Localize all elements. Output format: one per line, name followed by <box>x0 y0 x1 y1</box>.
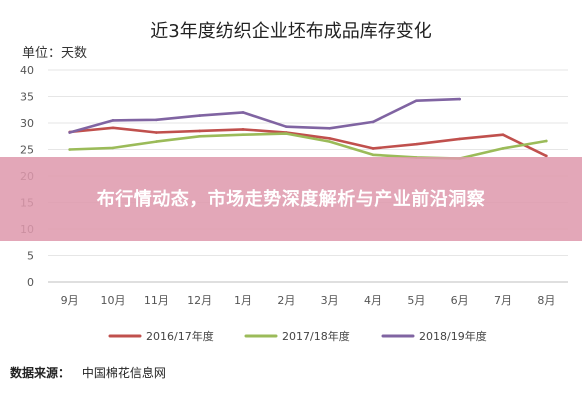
data-point <box>155 131 158 134</box>
headline-banner: 布行情动态，市场走势深度解析与产业前沿洞察 <box>0 157 582 241</box>
data-point <box>198 129 201 133</box>
data-point <box>415 99 418 103</box>
y-tick-label: 35 <box>20 91 34 104</box>
x-tick-label: 10月 <box>101 294 126 307</box>
chart-title: 近3年度纺织企业坯布成品库存变化 <box>150 21 431 42</box>
source-value: 中国棉花信息网 <box>82 365 166 380</box>
x-tick-label: 9月 <box>61 294 79 307</box>
data-point <box>285 125 288 129</box>
y-tick-label: 30 <box>20 117 34 130</box>
x-tick-label: 4月 <box>364 294 382 307</box>
data-point <box>415 142 418 146</box>
data-point <box>328 137 331 140</box>
x-tick-label: 3月 <box>321 294 339 307</box>
data-point <box>371 120 375 124</box>
data-point <box>198 134 201 138</box>
series-line-0 <box>68 126 548 158</box>
legend: 2016/17年度 2017/18年度 2018/19年度 <box>108 329 487 343</box>
unit-label: 单位：天数 <box>22 46 87 61</box>
x-tick-label: 8月 <box>537 294 555 307</box>
x-tick-label: 12月 <box>187 294 212 307</box>
x-tick-label: 5月 <box>407 294 425 307</box>
data-point <box>501 133 505 136</box>
data-point <box>111 146 115 150</box>
x-axis-ticks: 9月 10月 11月 12月 1月 2月 3月 4月 5月 6月 7月 8月 <box>61 294 556 307</box>
data-point <box>111 126 115 130</box>
x-tick-label: 1月 <box>234 294 252 307</box>
data-point <box>458 97 461 101</box>
y-tick-label: 40 <box>20 64 34 77</box>
data-point <box>155 118 158 122</box>
data-point <box>285 132 288 135</box>
x-tick-label: 11月 <box>144 294 169 307</box>
source-label: 数据来源： <box>10 365 70 380</box>
data-point <box>371 147 375 150</box>
data-point <box>68 148 71 151</box>
data-point <box>241 111 245 114</box>
series-line-2 <box>68 97 462 134</box>
x-tick-label: 6月 <box>451 294 469 307</box>
data-point <box>328 127 331 130</box>
data-point <box>111 119 115 122</box>
y-tick-label: 25 <box>20 144 34 157</box>
data-point <box>198 114 201 117</box>
x-tick-label: 2月 <box>277 294 295 307</box>
data-point <box>545 139 548 143</box>
y-tick-label: 0 <box>27 276 34 289</box>
data-point <box>68 131 71 134</box>
headline-text: 布行情动态，市场走势深度解析与产业前沿洞察 <box>96 188 486 210</box>
series-line-1 <box>68 132 548 160</box>
data-point <box>545 154 548 158</box>
data-point <box>241 128 245 131</box>
y-tick-label: 5 <box>27 250 34 263</box>
data-point <box>501 147 505 150</box>
x-tick-label: 7月 <box>494 294 512 307</box>
legend-label: 2018/19年度 <box>419 329 487 343</box>
series-lines <box>68 97 548 160</box>
data-point <box>155 140 158 143</box>
data-point <box>371 153 375 157</box>
legend-label: 2016/17年度 <box>146 329 214 343</box>
data-point <box>328 140 331 143</box>
data-point <box>241 133 245 136</box>
source-line: 数据来源： 中国棉花信息网 <box>10 365 166 380</box>
legend-label: 2017/18年度 <box>282 329 350 343</box>
data-point <box>458 137 461 141</box>
